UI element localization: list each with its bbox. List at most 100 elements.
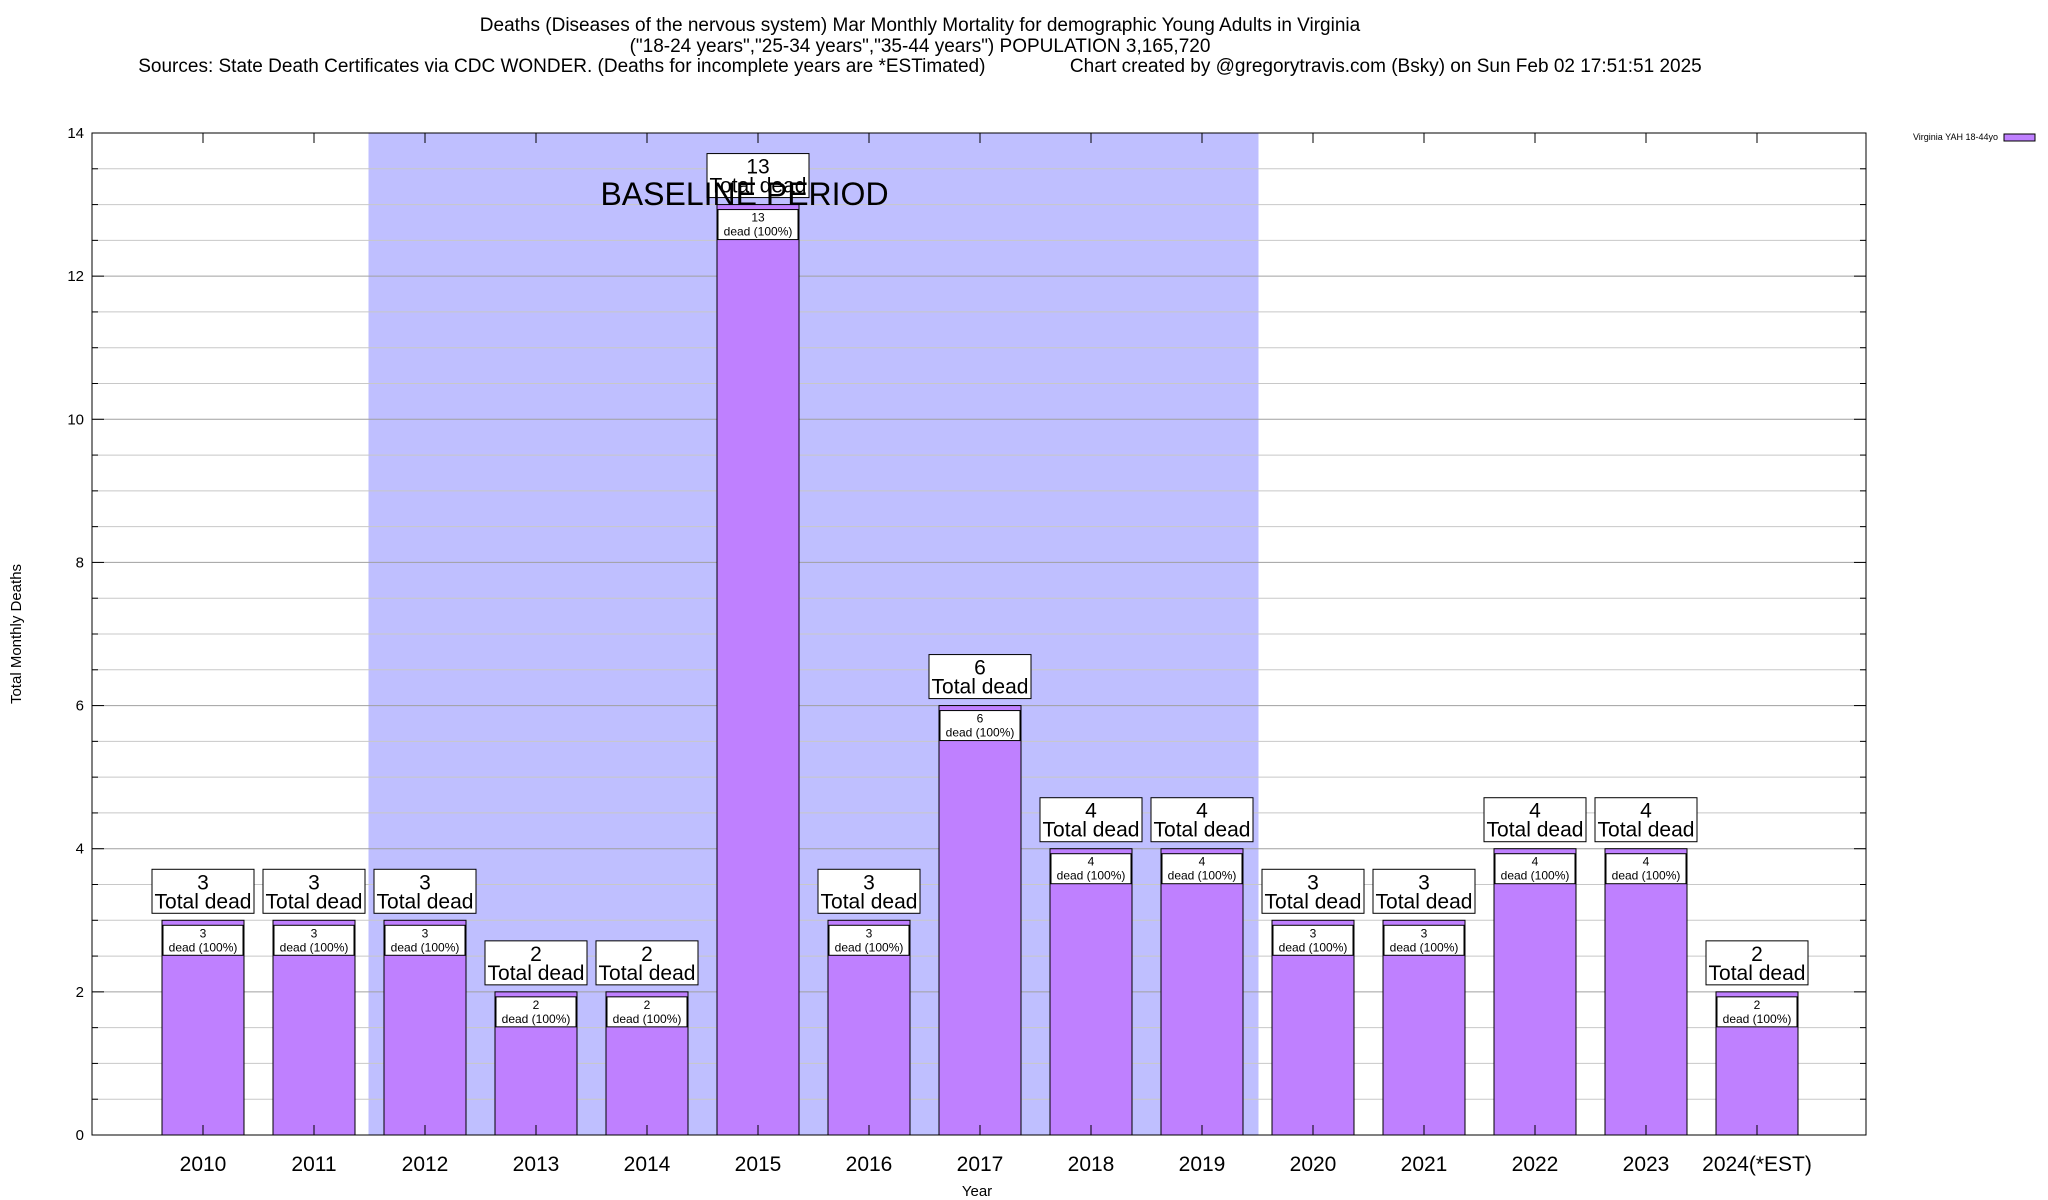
x-tick-label: 2018	[1068, 1153, 1115, 1176]
bar-inner-value: 13	[751, 211, 765, 225]
y-tick-label: 8	[76, 554, 84, 571]
bar	[938, 705, 1022, 1136]
bar-total-value: 3	[419, 871, 431, 894]
bar-inner-percent: dead (100%)	[502, 1012, 571, 1026]
bar	[1382, 919, 1466, 1136]
bar-inner-value: 4	[1199, 855, 1206, 869]
y-tick-label: 12	[67, 268, 84, 285]
bar-total-value: 4	[1196, 800, 1208, 823]
bar-inner-value: 4	[1532, 855, 1539, 869]
bar-total-value: 6	[974, 657, 986, 680]
x-tick-label: 2023	[1623, 1153, 1670, 1176]
bar-inner-label-box	[273, 924, 355, 956]
bar-total-value: 4	[1529, 800, 1541, 823]
x-tick-label: 2011	[291, 1153, 336, 1176]
bar-inner-percent: dead (100%)	[1612, 869, 1681, 883]
bar-inner-label-box	[162, 924, 244, 956]
bar-inner-label-box	[1605, 853, 1687, 885]
x-tick-label: 2010	[180, 1153, 227, 1176]
x-tick-label: 2013	[513, 1153, 560, 1176]
bar-total-caption: Total dead	[377, 890, 474, 913]
bar-total-caption: Total dead	[1043, 819, 1140, 842]
legend: Virginia YAH 18-44yo	[1913, 132, 2036, 142]
bar-inner-percent: dead (100%)	[835, 940, 904, 954]
bar	[272, 919, 356, 1136]
bar-inner-percent: dead (100%)	[1501, 869, 1570, 883]
y-tick-label: 0	[76, 1127, 84, 1144]
bar	[716, 204, 800, 1136]
bar-inner-value: 3	[422, 926, 429, 940]
bar-total-caption: Total dead	[710, 175, 807, 198]
bar-total-value: 3	[197, 871, 209, 894]
bar	[827, 919, 911, 1136]
x-tick-label: 2022	[1512, 1153, 1559, 1176]
bar-total-label-box	[1150, 797, 1254, 843]
bar	[1604, 848, 1688, 1136]
chart-title: Deaths (Diseases of the nervous system) …	[138, 15, 1702, 77]
bar-inner-percent: dead (100%)	[391, 940, 460, 954]
baseline-period-label: BASELINE PERIOD	[600, 176, 888, 212]
bar-total-value: 3	[1307, 871, 1319, 894]
bar-inner-percent: dead (100%)	[169, 940, 238, 954]
bar-total-caption: Total dead	[1598, 819, 1695, 842]
bar-total-label-box	[1372, 868, 1476, 914]
bar-total-label-box	[1483, 797, 1587, 843]
bar	[1493, 848, 1577, 1136]
title-line-1: Deaths (Diseases of the nervous system) …	[480, 15, 1361, 36]
legend-label: Virginia YAH 18-44yo	[1913, 132, 1998, 142]
bar-total-caption: Total dead	[266, 890, 363, 913]
bar-inner-label-box	[495, 996, 577, 1028]
bar-inner-value: 3	[1310, 926, 1317, 940]
x-tick-label: 2015	[735, 1153, 782, 1176]
bar-total-caption: Total dead	[1265, 890, 1362, 913]
x-tick-label: 2019	[1179, 1153, 1226, 1176]
bar-inner-value: 4	[1643, 855, 1650, 869]
bar-inner-value: 4	[1088, 855, 1095, 869]
bar-total-label-box	[706, 153, 810, 199]
bar	[1049, 848, 1133, 1136]
bar-total-caption: Total dead	[488, 962, 585, 985]
bar	[1271, 919, 1355, 1136]
bar-inner-value: 6	[977, 712, 984, 726]
bar-total-caption: Total dead	[1709, 962, 1806, 985]
bar-total-label-box	[1594, 797, 1698, 843]
bar-inner-percent: dead (100%)	[1057, 869, 1126, 883]
bar-inner-label-box	[1050, 853, 1132, 885]
bar-total-label-box	[262, 868, 366, 914]
bar-total-caption: Total dead	[155, 890, 252, 913]
bar-inner-label-box	[828, 924, 910, 956]
bar-total-label-box	[817, 868, 921, 914]
y-tick-label: 14	[67, 125, 84, 142]
bar-total-value: 4	[1640, 800, 1652, 823]
bar-inner-percent: dead (100%)	[1723, 1012, 1792, 1026]
bar-inner-value: 3	[200, 926, 207, 940]
bar-total-value: 3	[863, 871, 875, 894]
bar-inner-label-box	[1383, 924, 1465, 956]
bar-inner-label-box	[1272, 924, 1354, 956]
bar-total-caption: Total dead	[599, 962, 696, 985]
bar-inner-percent: dead (100%)	[613, 1012, 682, 1026]
bar-total-label-box	[1261, 868, 1365, 914]
bar-total-label-box	[928, 654, 1032, 700]
y-axis-title: Total Monthly Deaths	[8, 564, 25, 704]
title-line-3: Sources: State Death Certificates via CD…	[138, 56, 1702, 77]
y-tick-label: 10	[67, 411, 84, 428]
legend-swatch	[2003, 133, 2036, 142]
bar-total-value: 2	[530, 943, 542, 966]
bar-total-value: 2	[1751, 943, 1763, 966]
title-line-2: ("18-24 years","25-34 years","35-44 year…	[630, 36, 1211, 57]
bar-inner-value: 2	[533, 998, 540, 1012]
bar-total-value: 13	[746, 156, 769, 179]
bar-inner-value: 3	[311, 926, 318, 940]
bar-total-label-box	[1705, 940, 1809, 986]
bar-inner-percent: dead (100%)	[280, 940, 349, 954]
x-tick-label: 2016	[846, 1153, 893, 1176]
x-tick-label: 2014	[624, 1153, 671, 1176]
bar-total-caption: Total dead	[1154, 819, 1251, 842]
bar-total-label-box	[373, 868, 477, 914]
bar-inner-percent: dead (100%)	[946, 726, 1015, 740]
bar-total-caption: Total dead	[821, 890, 918, 913]
x-axis-title: Year	[962, 1183, 992, 1200]
bar-total-label-box	[484, 940, 588, 986]
